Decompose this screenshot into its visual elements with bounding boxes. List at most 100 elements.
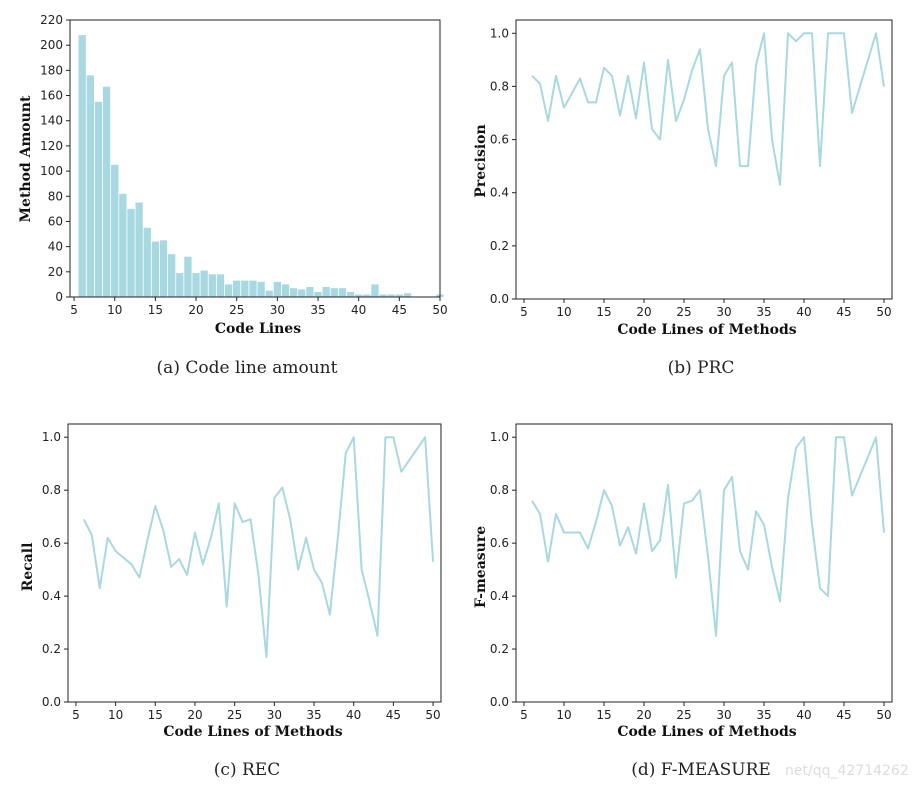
bar — [111, 164, 119, 297]
x-tick-label: 45 — [836, 305, 851, 319]
bar — [102, 86, 111, 297]
chart-caption: (a) Code line amount — [157, 358, 338, 378]
x-tick-label: 45 — [392, 303, 407, 317]
x-tick-label: 10 — [556, 708, 571, 722]
x-tick-label: 10 — [107, 303, 122, 317]
chart-caption: (b) PRC — [668, 358, 735, 378]
x-tick-label: 45 — [836, 708, 851, 722]
x-tick-label: 40 — [351, 303, 366, 317]
bar — [200, 270, 208, 297]
y-tick-label: 180 — [40, 63, 63, 77]
bar — [403, 293, 412, 297]
bar — [208, 274, 216, 297]
x-tick-label: 20 — [636, 708, 651, 722]
bar — [151, 241, 160, 297]
bar — [184, 256, 192, 297]
bar — [314, 291, 322, 297]
x-tick-label: 30 — [267, 708, 282, 722]
x-tick-label: 50 — [876, 708, 891, 722]
chart-caption: (d) F-MEASURE — [631, 760, 771, 780]
y-tick-label: 60 — [48, 214, 63, 228]
bar — [273, 281, 282, 297]
y-tick-label: 100 — [40, 164, 63, 178]
bar — [119, 193, 127, 297]
bar — [363, 294, 371, 297]
bar — [249, 280, 257, 297]
x-tick-label: 35 — [306, 708, 321, 722]
x-tick-label: 5 — [520, 305, 528, 319]
bar — [355, 294, 363, 297]
x-tick-label: 5 — [70, 303, 78, 317]
bar — [371, 284, 379, 297]
x-axis-title: Code Lines of Methods — [163, 724, 342, 740]
series-line — [531, 32, 885, 186]
y-tick-label: 40 — [48, 240, 63, 254]
chart-caption: (c) REC — [214, 760, 280, 780]
y-tick-label: 0.8 — [490, 483, 509, 497]
bar — [379, 294, 387, 297]
y-tick-label: 0.2 — [490, 239, 509, 253]
y-tick-label: 20 — [48, 265, 63, 279]
x-tick-label: 10 — [556, 305, 571, 319]
bar — [289, 288, 298, 297]
bar — [241, 280, 249, 297]
x-tick-label: 5 — [520, 708, 528, 722]
x-tick-label: 15 — [148, 708, 163, 722]
x-axis-title: Code Lines — [215, 321, 301, 337]
y-tick-label: 0 — [55, 290, 63, 304]
x-tick-label: 35 — [756, 708, 771, 722]
bar — [159, 240, 168, 297]
x-tick-label: 15 — [596, 708, 611, 722]
x-tick-label: 40 — [796, 305, 811, 319]
x-tick-label: 50 — [432, 303, 447, 317]
x-tick-label: 10 — [108, 708, 123, 722]
series-line — [82, 436, 435, 658]
x-tick-label: 30 — [716, 708, 731, 722]
y-tick-label: 80 — [48, 189, 63, 203]
y-tick-label: 0.4 — [490, 186, 509, 200]
plot-frame — [67, 423, 442, 703]
y-axis-title: F-measure — [473, 526, 489, 608]
chart-panel-c: Code Lines of Methods Recall (c) REC 5 10… — [20, 423, 442, 780]
y-axis-title: Recall — [20, 543, 36, 592]
x-tick-label: 30 — [716, 305, 731, 319]
y-tick-label: 1.0 — [490, 26, 509, 40]
bar — [216, 274, 225, 297]
bar — [338, 288, 347, 297]
x-tick-label: 20 — [188, 303, 203, 317]
bar — [127, 208, 135, 297]
x-tick-label: 25 — [229, 303, 244, 317]
x-axis-title: Code Lines of Methods — [617, 322, 796, 338]
chart-panel-a: Code Lines Method Amount (a) Code line a… — [18, 13, 448, 378]
bar — [257, 281, 265, 297]
x-tick-label: 50 — [425, 708, 440, 722]
bar — [78, 35, 86, 298]
bar — [387, 294, 395, 297]
y-tick-label: 140 — [40, 114, 63, 128]
x-axis-title: Code Lines of Methods — [617, 724, 796, 740]
y-tick-label: 0.8 — [42, 483, 61, 497]
x-tick-label: 25 — [227, 708, 242, 722]
y-tick-label: 0.2 — [490, 642, 509, 656]
plot-frame — [515, 19, 893, 300]
y-tick-label: 0.2 — [42, 642, 61, 656]
bar — [224, 284, 233, 297]
bar — [192, 273, 200, 297]
y-tick-label: 0.0 — [490, 292, 509, 306]
x-tick-label: 50 — [876, 305, 891, 319]
watermark-text: net/qq_42714262 — [785, 763, 909, 779]
y-tick-label: 200 — [40, 38, 63, 52]
bar — [395, 294, 403, 297]
bar — [346, 291, 355, 297]
series-line — [531, 436, 885, 637]
bar — [233, 280, 241, 297]
bar — [176, 273, 184, 297]
y-axis-title: Precision — [473, 124, 489, 197]
x-tick-label: 5 — [72, 708, 80, 722]
bar — [330, 288, 338, 297]
y-tick-label: 0.6 — [490, 536, 509, 550]
y-tick-label: 160 — [40, 89, 63, 103]
y-tick-label: 0.0 — [42, 695, 61, 709]
y-tick-label: 0.8 — [490, 79, 509, 93]
